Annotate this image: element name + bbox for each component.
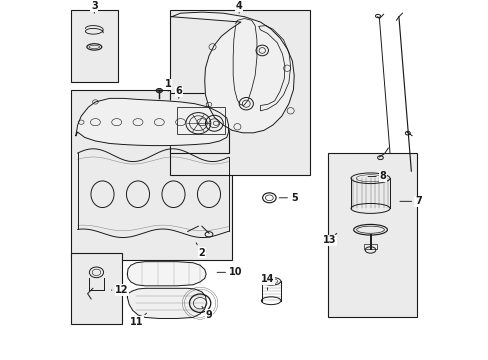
Text: 14: 14: [260, 274, 274, 290]
Polygon shape: [127, 262, 206, 286]
Polygon shape: [76, 98, 228, 145]
Bar: [170, 10, 309, 175]
Text: 11: 11: [129, 313, 146, 327]
Bar: [70, 253, 122, 324]
Text: 4: 4: [235, 1, 242, 13]
Text: 7: 7: [399, 196, 421, 206]
Text: 3: 3: [91, 1, 98, 13]
Bar: [170, 93, 228, 153]
Bar: [70, 10, 118, 82]
Bar: [364, 244, 376, 248]
Bar: [327, 153, 416, 317]
Text: 9: 9: [202, 306, 212, 320]
Bar: [177, 107, 224, 134]
Polygon shape: [127, 288, 206, 319]
Text: 13: 13: [322, 233, 336, 246]
Text: 6: 6: [175, 86, 182, 98]
Text: 5: 5: [279, 193, 297, 203]
Text: 12: 12: [111, 285, 128, 295]
Text: 2: 2: [196, 243, 205, 258]
Bar: [157, 89, 161, 91]
Text: 8: 8: [367, 171, 386, 181]
Bar: [70, 90, 232, 260]
Text: 1: 1: [164, 79, 171, 91]
Polygon shape: [171, 12, 294, 133]
Text: 10: 10: [217, 267, 242, 277]
